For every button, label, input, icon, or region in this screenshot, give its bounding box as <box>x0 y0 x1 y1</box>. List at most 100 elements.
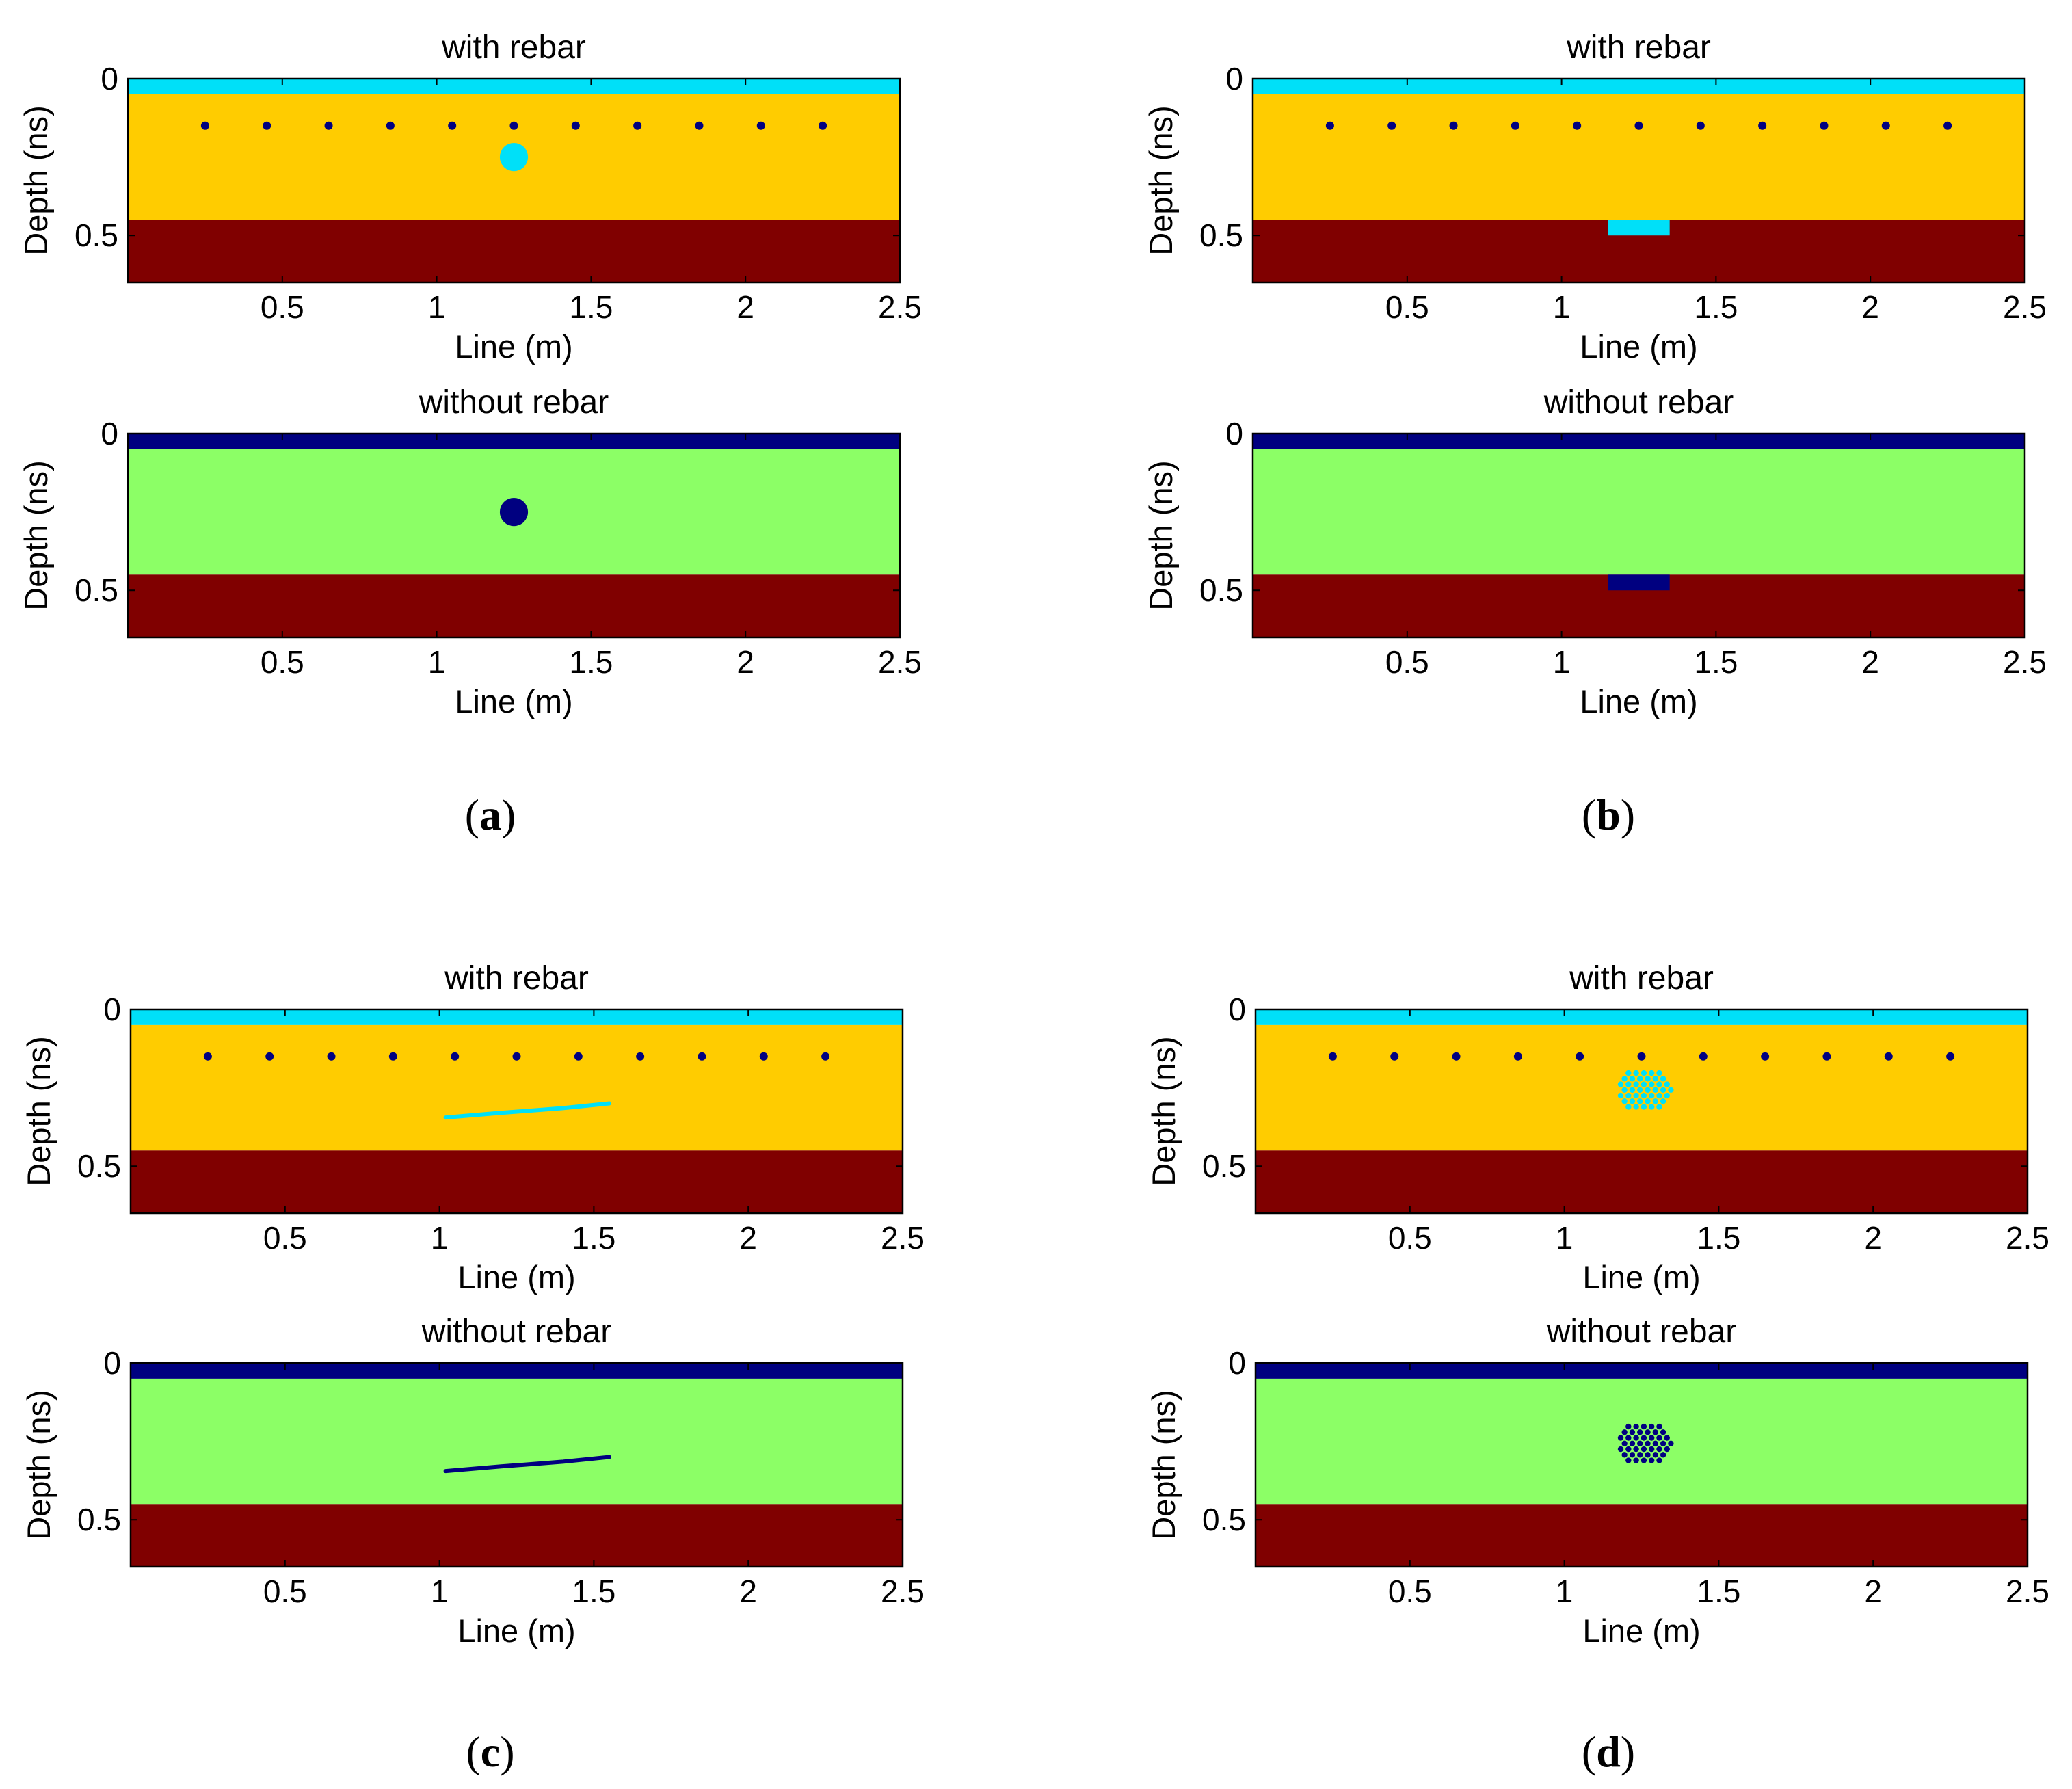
rebar <box>1758 121 1767 130</box>
void-dot <box>1641 1070 1647 1076</box>
rebar <box>509 121 518 130</box>
void-dot <box>1645 1098 1651 1104</box>
defect-void <box>499 142 529 172</box>
layer-surface-layer <box>1253 79 2025 94</box>
x-tick-label: 1 <box>1556 1574 1573 1609</box>
x-tick-label: 2 <box>1864 1220 1882 1256</box>
void-dot <box>1617 1435 1624 1441</box>
rebar <box>1881 121 1890 130</box>
layer-surface-layer <box>1253 434 2025 449</box>
void-dot <box>1629 1440 1636 1447</box>
void-dot <box>1629 1452 1636 1458</box>
x-tick-label: 0.5 <box>1385 644 1429 680</box>
chart-d-bottom: 0.5 1 1.5 2 2.5 0 0.5 without rebar Line (m) Dept… <box>1145 1314 2049 1649</box>
y-axis-label: Depth (ns) <box>21 1390 57 1539</box>
y-tick-label: 0.5 <box>1199 572 1243 608</box>
void-dot <box>1660 1098 1666 1104</box>
void-dot <box>1633 1081 1639 1087</box>
y-tick-label: 0 <box>103 1345 121 1381</box>
chart-a-top: 0.5 1 1.5 2 2.5 0 0.5 with rebar Line (m) Depth (… <box>18 29 922 365</box>
x-tick-label: 2.5 <box>2006 1574 2049 1609</box>
layer-surface-layer <box>131 1009 903 1025</box>
x-tick-label: 2.5 <box>2003 289 2047 325</box>
x-tick-label: 1.5 <box>569 644 613 680</box>
layer-base <box>1256 1150 2028 1213</box>
chart-title: without rebar <box>421 1314 611 1350</box>
layer-base <box>1256 1504 2028 1567</box>
plot-area <box>1253 79 2025 282</box>
void-dot <box>1645 1087 1651 1094</box>
chart-b-top: 0.5 1 1.5 2 2.5 0 0.5 with rebar Line (m) Depth (… <box>1143 29 2047 365</box>
void-dot <box>1652 1429 1659 1435</box>
void-dot <box>1625 1070 1632 1076</box>
void-dot <box>1656 1423 1662 1430</box>
chart-title: with rebar <box>441 29 586 66</box>
rebar <box>1943 121 1952 130</box>
layer-surface-layer <box>1256 1363 2028 1379</box>
axes-frame <box>1254 1008 2029 1215</box>
x-axis-label: Line (m) <box>1582 1613 1700 1649</box>
x-tick-label: 0.5 <box>261 289 304 325</box>
rebar <box>203 1052 212 1061</box>
panel-label-b: (b) <box>1582 791 1635 839</box>
chart-c-bottom: 0.5 1 1.5 2 2.5 0 0.5 without rebar Line (m) Dept… <box>21 1314 925 1649</box>
void-dot <box>1656 1457 1662 1463</box>
void-dot <box>1629 1076 1636 1082</box>
void-dot <box>1652 1076 1659 1082</box>
void-dot <box>1664 1081 1670 1087</box>
void-dot <box>1637 1440 1643 1447</box>
void-dot <box>1641 1435 1647 1441</box>
plot-area <box>1253 434 2025 637</box>
void-dot <box>1645 1440 1651 1447</box>
rebar <box>759 1052 768 1061</box>
x-tick-label: 2 <box>1861 289 1879 325</box>
void-dot <box>1648 1446 1655 1453</box>
chart-a-bottom: 0.5 1 1.5 2 2.5 0 0.5 without rebar Line (m) Dept… <box>18 384 922 719</box>
layer-surface-layer <box>128 434 900 449</box>
y-axis-label: Depth (ns) <box>1143 460 1179 610</box>
void-dot <box>1660 1452 1666 1458</box>
rebar <box>574 1052 583 1061</box>
void-dot <box>1637 1429 1643 1435</box>
y-tick-label: 0.5 <box>75 217 118 253</box>
rebar <box>698 1052 706 1061</box>
void-dot <box>1668 1087 1674 1094</box>
rebar <box>1637 1052 1646 1061</box>
plot-area <box>128 79 900 282</box>
x-tick-label: 2.5 <box>881 1220 925 1256</box>
void-dot <box>1641 1423 1647 1430</box>
x-tick-label: 1 <box>1556 1220 1573 1256</box>
rebar <box>448 121 457 130</box>
void-dot <box>1648 1423 1655 1430</box>
y-tick-label: 0 <box>103 992 121 1027</box>
x-tick-label: 2 <box>1864 1574 1882 1609</box>
layer-surface-layer <box>131 1363 903 1379</box>
void-dot <box>1660 1087 1666 1094</box>
chart-d-top: 0.5 1 1.5 2 2.5 0 0.5 with rebar Line (m) Depth (… <box>1145 960 2049 1295</box>
chart-title: with rebar <box>444 960 589 996</box>
rebar <box>512 1052 521 1061</box>
layer-concrete <box>1253 449 2025 575</box>
x-axis-label: Line (m) <box>1580 683 1697 719</box>
axes-frame <box>1251 432 2026 639</box>
void-dot <box>1633 1435 1639 1441</box>
rebar <box>1884 1052 1893 1061</box>
y-tick-label: 0.5 <box>77 1148 121 1184</box>
void-dot <box>1641 1457 1647 1463</box>
y-tick-label: 0.5 <box>1202 1502 1246 1537</box>
axes-frame <box>129 1008 904 1215</box>
void-dot <box>1625 1081 1632 1087</box>
rebar <box>821 1052 830 1061</box>
chart-b-bottom: 0.5 1 1.5 2 2.5 0 0.5 without rebar Line (m) Dept… <box>1143 384 2047 719</box>
void-dot <box>1629 1087 1636 1094</box>
rebar <box>1822 1052 1831 1061</box>
x-tick-label: 1 <box>428 644 446 680</box>
rebar <box>695 121 704 130</box>
void-dot <box>1652 1087 1659 1094</box>
rebar <box>1511 121 1519 130</box>
void-dot <box>1648 1435 1655 1441</box>
y-axis-label: Depth (ns) <box>1145 1390 1182 1539</box>
void-dot <box>1656 1070 1662 1076</box>
void-dot <box>1629 1429 1636 1435</box>
y-tick-label: 0.5 <box>75 572 118 608</box>
